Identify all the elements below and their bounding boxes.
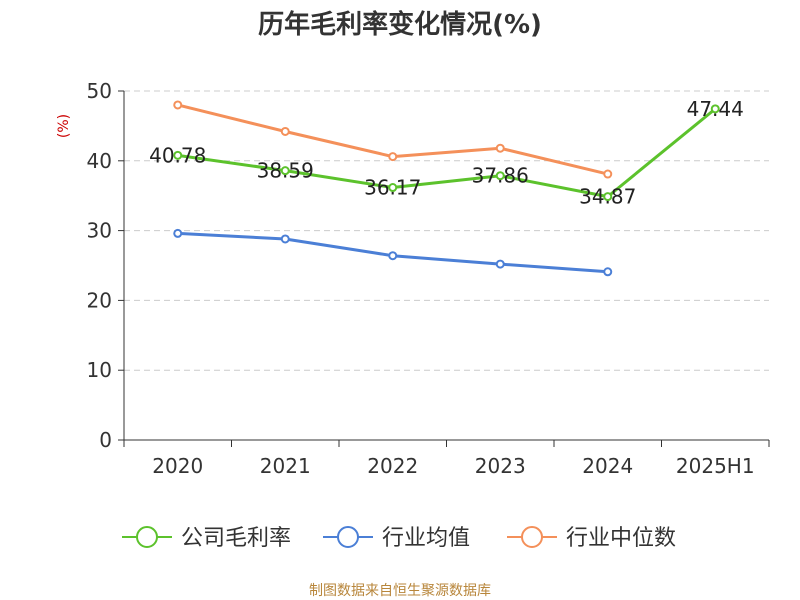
data-label: 37.86 <box>472 164 529 188</box>
y-tick-label: 50 <box>87 79 112 103</box>
data-point <box>173 150 183 160</box>
data-label: 36.17 <box>364 176 421 200</box>
x-tick-label: 2022 <box>367 454 418 478</box>
y-tick-label: 0 <box>99 428 112 452</box>
legend-label: 公司毛利率 <box>181 526 291 551</box>
x-tick-label: 2025H1 <box>676 454 755 478</box>
data-point <box>495 143 505 153</box>
legend-swatch-marker <box>136 526 158 548</box>
data-point <box>280 166 290 176</box>
x-tick-label: 2024 <box>582 454 633 478</box>
data-point <box>388 183 398 193</box>
x-tick-label: 2021 <box>260 454 311 478</box>
data-point <box>280 234 290 244</box>
x-tick-label: 2023 <box>475 454 526 478</box>
y-tick-label: 30 <box>87 219 112 243</box>
data-label: 34.87 <box>579 185 636 209</box>
data-label: 38.59 <box>257 159 314 183</box>
data-point <box>173 100 183 110</box>
data-point <box>495 171 505 181</box>
legend: 公司毛利率 行业均值 行业中位数 <box>122 526 676 551</box>
legend-label: 行业中位数 <box>566 526 676 551</box>
data-labels: 40.78 38.59 36.17 37.86 34.87 47.44 <box>149 97 744 209</box>
legend-label: 行业均值 <box>382 526 470 551</box>
series-layer <box>173 100 720 277</box>
data-point <box>388 152 398 162</box>
data-point <box>710 104 720 114</box>
y-axis-unit-label: (%) <box>56 114 72 138</box>
data-label: 47.44 <box>687 97 744 121</box>
y-tick-label: 10 <box>87 358 112 382</box>
data-point <box>388 251 398 261</box>
data-label: 40.78 <box>149 143 206 167</box>
grid-lines <box>124 90 769 371</box>
series-line-0 <box>177 107 717 199</box>
data-point <box>280 126 290 136</box>
legend-swatch-marker <box>337 526 359 548</box>
source-note: 制图数据来自恒生聚源数据库 <box>309 583 491 599</box>
axes: 0 10 20 30 40 50 2020 2021 2022 2023 2024 2025H1 <box>87 79 770 478</box>
data-point <box>603 192 613 202</box>
x-tick-label: 2020 <box>152 454 203 478</box>
y-tick-label: 40 <box>87 149 112 173</box>
data-point <box>495 259 505 269</box>
legend-swatch-marker <box>521 526 543 548</box>
data-point <box>173 228 183 238</box>
data-point <box>603 267 613 277</box>
y-tick-label: 20 <box>87 288 112 312</box>
data-point <box>603 169 613 179</box>
chart-title: 历年毛利率变化情况(%) <box>258 9 542 40</box>
